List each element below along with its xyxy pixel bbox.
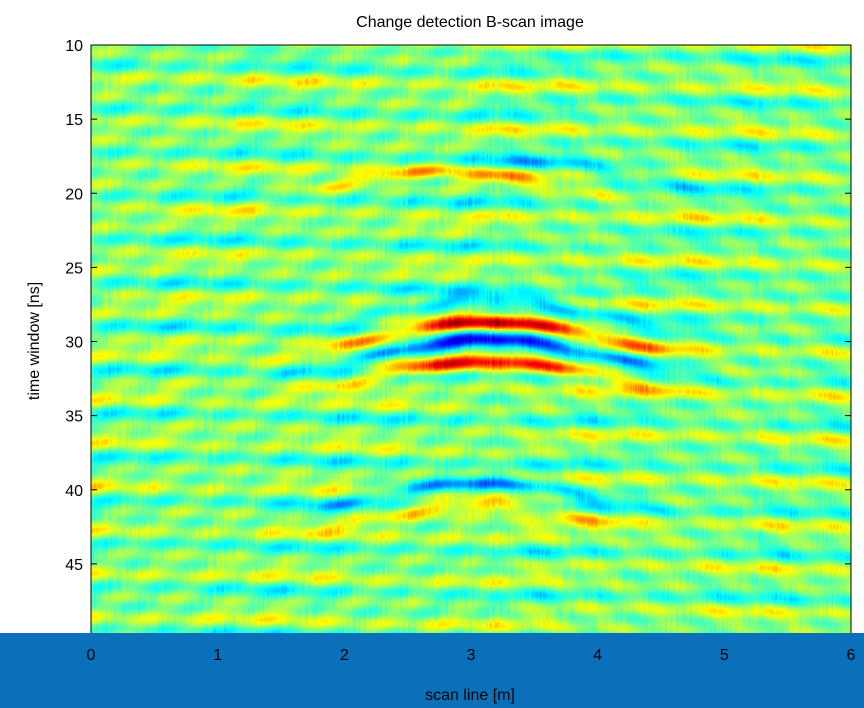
footer-band — [0, 633, 864, 708]
y-axis-label: time window [ns] — [26, 282, 43, 400]
y-tick-label: 25 — [65, 260, 83, 277]
y-axis: 10 15 20 25 30 35 40 45 — [65, 38, 851, 574]
y-tick-label: 10 — [65, 38, 83, 55]
bscan-heatmap — [91, 45, 851, 638]
y-tick-label: 30 — [65, 335, 83, 352]
y-tick-label: 20 — [65, 186, 83, 203]
chart-title: Change detection B-scan image — [356, 14, 584, 31]
y-tick-label: 15 — [65, 112, 83, 129]
y-tick-label: 45 — [65, 557, 83, 574]
y-tick-label: 35 — [65, 409, 83, 426]
y-tick-label: 40 — [65, 483, 83, 500]
